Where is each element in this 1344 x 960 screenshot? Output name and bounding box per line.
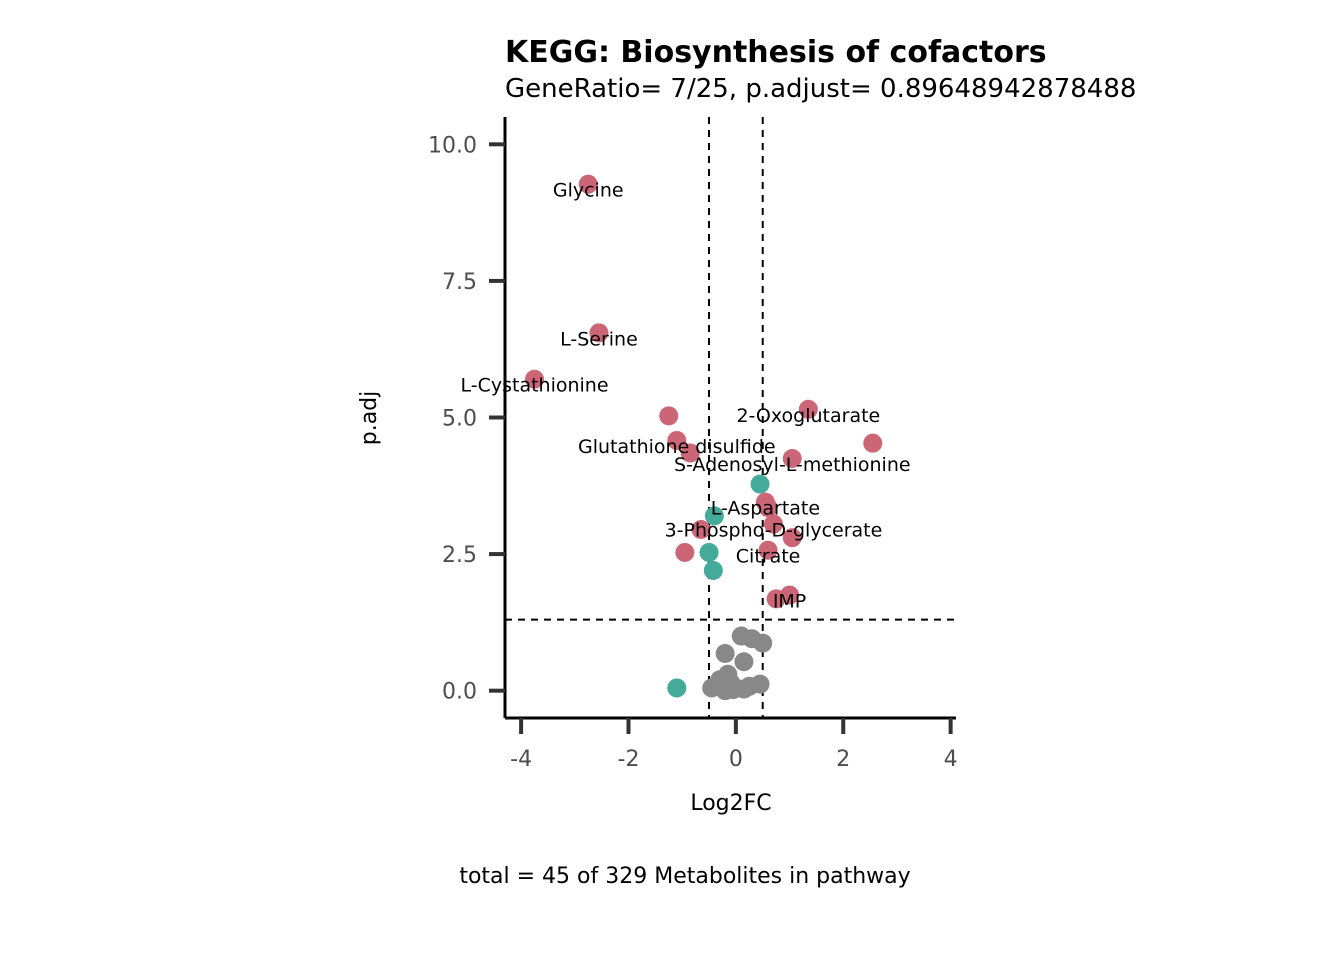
point-label: L-Serine — [560, 328, 638, 350]
x-tick-label: 2 — [836, 747, 850, 772]
point-label: Glutathione disulfide — [578, 436, 776, 458]
chart-subtitle: GeneRatio= 7/25, p.adjust= 0.89648942878… — [505, 74, 1136, 104]
y-axis-title: p.adj — [357, 391, 382, 446]
x-axis-title: Log2FC — [690, 791, 771, 816]
y-tick-label: 7.5 — [442, 270, 477, 295]
data-point-up — [525, 369, 545, 389]
data-point-up — [798, 399, 818, 419]
point-label: IMP — [773, 591, 806, 613]
data-point-down — [750, 474, 770, 494]
data-point-up — [675, 542, 695, 562]
chart-caption: total = 45 of 329 Metabolites in pathway — [459, 864, 910, 889]
data-point-up — [766, 589, 786, 609]
point-label: Glycine — [553, 180, 624, 202]
data-point-up — [659, 406, 679, 426]
data-point-ns — [715, 681, 735, 701]
point-label: Citrate — [736, 546, 801, 568]
data-point-ns — [715, 644, 735, 664]
data-point-up — [763, 514, 783, 534]
data-point-down — [703, 560, 723, 580]
data-point-up — [782, 528, 802, 548]
data-point-ns — [734, 652, 754, 672]
point-label: 2-Oxoglutarate — [736, 405, 880, 427]
point-label: L-Cystathionine — [460, 375, 608, 397]
data-point-up — [691, 520, 711, 540]
x-tick-label: 4 — [944, 747, 958, 772]
data-point-ns — [753, 633, 773, 653]
y-tick-label: 10.0 — [428, 133, 477, 158]
data-point-up — [758, 540, 778, 560]
data-point-up — [782, 448, 802, 468]
y-tick-label: 2.5 — [442, 543, 477, 568]
x-tick-label: 0 — [729, 747, 743, 772]
x-tick-label: -4 — [510, 747, 532, 772]
point-label: L-Aspartate — [711, 498, 820, 520]
data-point-up — [680, 443, 700, 463]
data-point-down — [704, 506, 724, 526]
data-point-up — [589, 323, 609, 343]
point-label: S-Adenosyl-L-methionine — [674, 454, 911, 476]
chart-title: KEGG: Biosynthesis of cofactors — [505, 35, 1047, 70]
x-tick-label: -2 — [618, 747, 640, 772]
y-tick-label: 0.0 — [442, 680, 477, 705]
data-point-up — [667, 430, 687, 450]
point-label: 3-Phospho-D-glycerate — [665, 520, 883, 542]
plot-area: 0.0 2.5 5.0 7.5 10.0 -4 -2 0 2 4 Glycine L-Serine L-… — [428, 117, 958, 772]
data-point-up — [863, 433, 883, 453]
data-point-down — [699, 542, 719, 562]
data-point-up — [578, 174, 598, 194]
data-point-up — [758, 498, 778, 518]
y-tick-label: 5.0 — [442, 407, 477, 432]
data-point-down — [667, 678, 687, 698]
